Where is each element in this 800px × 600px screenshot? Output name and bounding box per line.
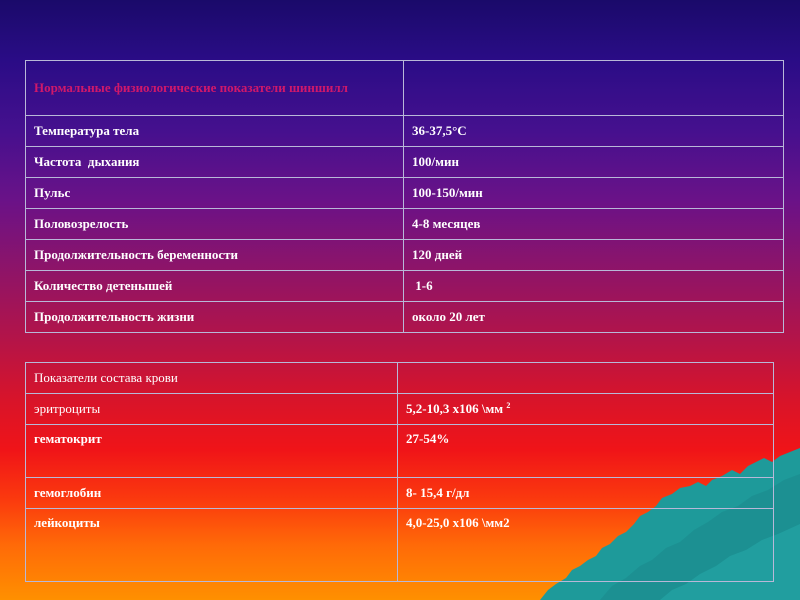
table-row: Половозрелость 4-8 месяцев [25, 208, 784, 240]
row-label: гематокрит [25, 424, 398, 478]
row-label: Количество детенышей [25, 270, 404, 302]
physiology-table-header-value [403, 60, 784, 116]
row-value: 120 дней [403, 239, 784, 271]
row-value: 5,2-10,3 х106 \мм 2 [397, 393, 774, 425]
physiology-table-title: Нормальные физиологические показатели ши… [25, 60, 404, 116]
blood-table-header-value [397, 362, 774, 394]
table-row: Количество детенышей 1-6 [25, 270, 784, 302]
row-value: 4,0-25,0 х106 \мм2 [397, 508, 774, 582]
table-header-row: Нормальные физиологические показатели ши… [25, 60, 784, 116]
table-row: Температура тела 36-37,5°С [25, 115, 784, 147]
row-value: 4-8 месяцев [403, 208, 784, 240]
row-value-text: 5,2-10,3 х106 \мм [406, 401, 507, 416]
row-label: лейкоциты [25, 508, 398, 582]
table-row: Продолжительность жизни около 20 лет [25, 301, 784, 333]
row-label: гемоглобин [25, 477, 398, 509]
row-label: Температура тела [25, 115, 404, 147]
row-value: 36-37,5°С [403, 115, 784, 147]
row-label: эритроциты [25, 393, 398, 425]
table-row: гемоглобин 8- 15,4 г/дл [25, 477, 774, 509]
row-value: около 20 лет [403, 301, 784, 333]
row-label: Продолжительность жизни [25, 301, 404, 333]
row-label: Продолжительность беременности [25, 239, 404, 271]
table-header-row: Показатели состава крови [25, 362, 774, 394]
blood-table: Показатели состава крови эритроциты 5,2-… [25, 362, 774, 582]
table-row: Продолжительность беременности 120 дней [25, 239, 784, 271]
table-row: Частота дыхания 100/мин [25, 146, 784, 178]
row-value: 100/мин [403, 146, 784, 178]
row-label: Половозрелость [25, 208, 404, 240]
row-label: Пульс [25, 177, 404, 209]
row-label: Частота дыхания [25, 146, 404, 178]
row-value: 100-150/мин [403, 177, 784, 209]
row-value: 1-6 [403, 270, 784, 302]
row-value-superscript: 2 [506, 401, 511, 410]
table-row: эритроциты 5,2-10,3 х106 \мм 2 [25, 393, 774, 425]
blood-table-title: Показатели состава крови [25, 362, 398, 394]
physiology-table: Нормальные физиологические показатели ши… [25, 60, 784, 333]
table-row: гематокрит 27-54% [25, 424, 774, 478]
table-row: лейкоциты 4,0-25,0 х106 \мм2 [25, 508, 774, 582]
row-value: 8- 15,4 г/дл [397, 477, 774, 509]
row-value: 27-54% [397, 424, 774, 478]
table-row: Пульс 100-150/мин [25, 177, 784, 209]
